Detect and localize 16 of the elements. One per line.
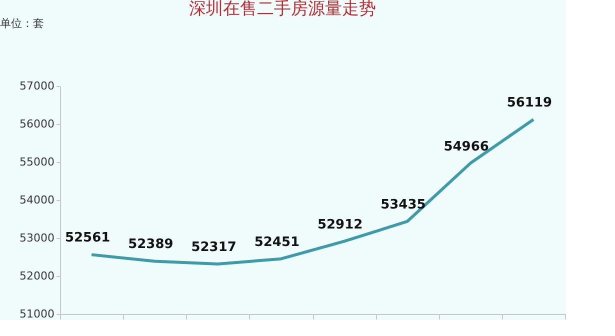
y-tick-label: 52000 [20, 270, 54, 282]
data-label: 54966 [444, 139, 489, 154]
y-tick-label: 51000 [20, 308, 54, 320]
data-label: 52561 [64, 230, 110, 246]
y-tick-label: 53000 [20, 232, 54, 244]
data-label: 52389 [128, 237, 174, 252]
data-label: 56119 [506, 95, 552, 110]
data-label: 52912 [317, 217, 363, 232]
text: 单位：套 [0, 17, 44, 30]
data-label: 53435 [380, 197, 426, 212]
data-label: 52451 [254, 234, 300, 250]
y-tick-label: 55000 [20, 156, 54, 168]
y-tick-label: 57000 [20, 80, 54, 92]
y-tick-label: 54000 [20, 194, 54, 206]
y-tick-label: 56000 [20, 118, 54, 130]
data-label: 52317 [191, 240, 236, 255]
